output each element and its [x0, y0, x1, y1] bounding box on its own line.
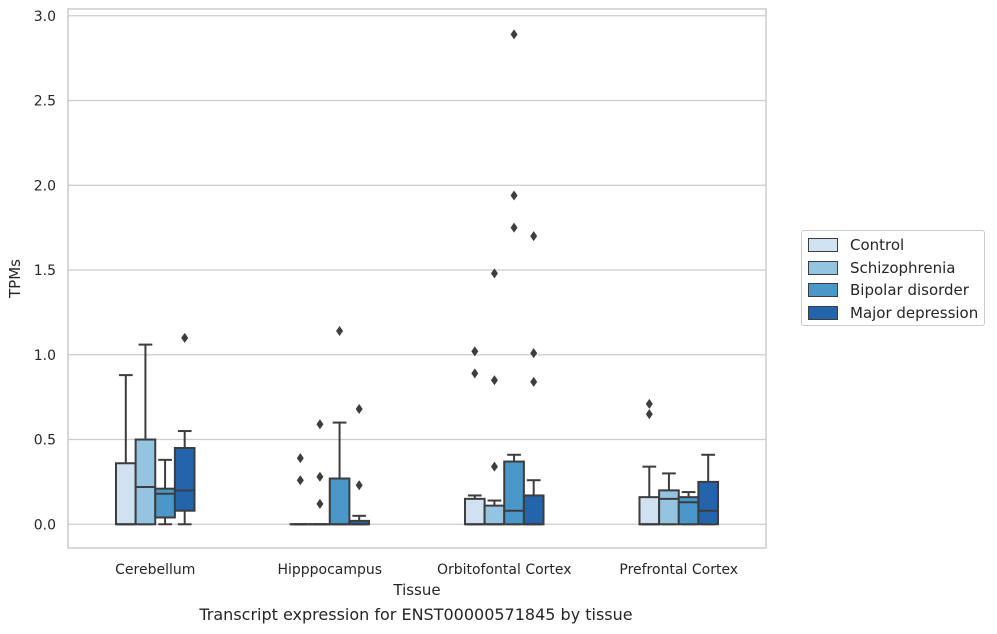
outlier-point: [316, 498, 324, 509]
y-gridlines: [68, 15, 766, 525]
box: [114, 462, 137, 526]
outlier-point: [471, 368, 479, 379]
legend-item-control: Control: [808, 234, 984, 257]
box-group: [638, 398, 661, 526]
y-tick-label: 3.0: [34, 9, 56, 25]
legend: Control Schizophrenia Bipolar disorder M…: [801, 230, 985, 326]
box-group: [173, 332, 196, 526]
box-group: [503, 29, 525, 526]
legend-item-major-depression: Major depression: [808, 302, 984, 325]
legend-swatch-major-depression: [808, 305, 838, 320]
legend-swatch-bipolar-disorder: [808, 283, 838, 298]
legend-label: Schizophrenia: [850, 258, 956, 277]
outlier-point: [336, 326, 344, 337]
box-group: [483, 268, 506, 526]
chart-caption: Transcript expression for ENST0000057184…: [199, 605, 633, 624]
box: [658, 489, 680, 526]
box: [463, 497, 486, 526]
y-tick-label: 2.0: [34, 178, 56, 194]
x-tick-label: Orbitofontal Cortex: [437, 562, 572, 578]
outlier-point: [316, 419, 324, 430]
box-group: [697, 453, 720, 526]
outlier-point: [510, 222, 518, 233]
legend-label: Major depression: [850, 303, 979, 322]
outlier-point: [510, 190, 518, 201]
box-group: [154, 458, 176, 526]
outlier-point: [645, 409, 653, 420]
legend-item-bipolar-disorder: Bipolar disorder: [808, 279, 984, 302]
outlier-point: [296, 475, 304, 486]
y-tick-label: 1.0: [34, 348, 56, 364]
outlier-point: [530, 376, 538, 387]
box: [328, 477, 351, 526]
outlier-point: [510, 29, 518, 40]
box-group: [658, 472, 680, 526]
box: [483, 504, 506, 526]
y-tick-labels: 0.0 0.5 1.0 1.5 2.0 2.5 3.0: [34, 9, 56, 533]
outlier-point: [296, 453, 304, 464]
legend-swatch-schizophrenia: [808, 260, 838, 275]
box-plot-boxes: [114, 29, 720, 526]
legend-label: Control: [850, 236, 905, 255]
outlier-point: [490, 375, 498, 386]
box: [638, 496, 661, 526]
box: [677, 496, 700, 526]
legend-item-schizophrenia: Schizophrenia: [808, 257, 984, 280]
y-tick-label: 1.5: [34, 263, 56, 279]
x-tick-labels: Cerebellum Hipppocampus Orbitofontal Corte…: [115, 562, 738, 578]
outlier-point: [355, 404, 363, 415]
box: [697, 480, 720, 526]
legend-label: Bipolar disorder: [850, 281, 969, 300]
x-tick-label: Prefrontal Cortex: [619, 562, 738, 578]
box: [134, 438, 157, 526]
legend-swatch-control: [808, 238, 838, 253]
box-group: [463, 346, 486, 526]
x-axis-label: Tissue: [392, 581, 440, 599]
box: [503, 460, 525, 526]
outlier-point: [490, 461, 498, 472]
box-group: [134, 343, 157, 526]
y-tick-label: 0.0: [34, 517, 56, 533]
y-tick-label: 2.5: [34, 94, 56, 110]
box-group: [114, 374, 137, 526]
outlier-point: [490, 268, 498, 279]
y-axis-label: TPMs: [6, 259, 24, 299]
box-group: [289, 453, 312, 526]
outlier-point: [530, 231, 538, 242]
box-group: [522, 231, 545, 526]
x-tick-label: Cerebellum: [115, 562, 195, 578]
outlier-point: [355, 480, 363, 491]
y-tick-label: 0.5: [34, 433, 56, 449]
x-tick-label: Hipppocampus: [277, 562, 382, 578]
box-group: [328, 326, 351, 526]
box-group: [309, 419, 331, 526]
outlier-point: [471, 346, 479, 357]
box: [522, 494, 545, 526]
box-group: [348, 404, 371, 526]
plot-frame: [67, 8, 767, 549]
outlier-point: [645, 398, 653, 409]
outlier-point: [181, 332, 189, 343]
outlier-point: [316, 471, 324, 482]
box: [173, 446, 196, 512]
box-group: [677, 491, 700, 526]
outlier-point: [530, 348, 538, 359]
